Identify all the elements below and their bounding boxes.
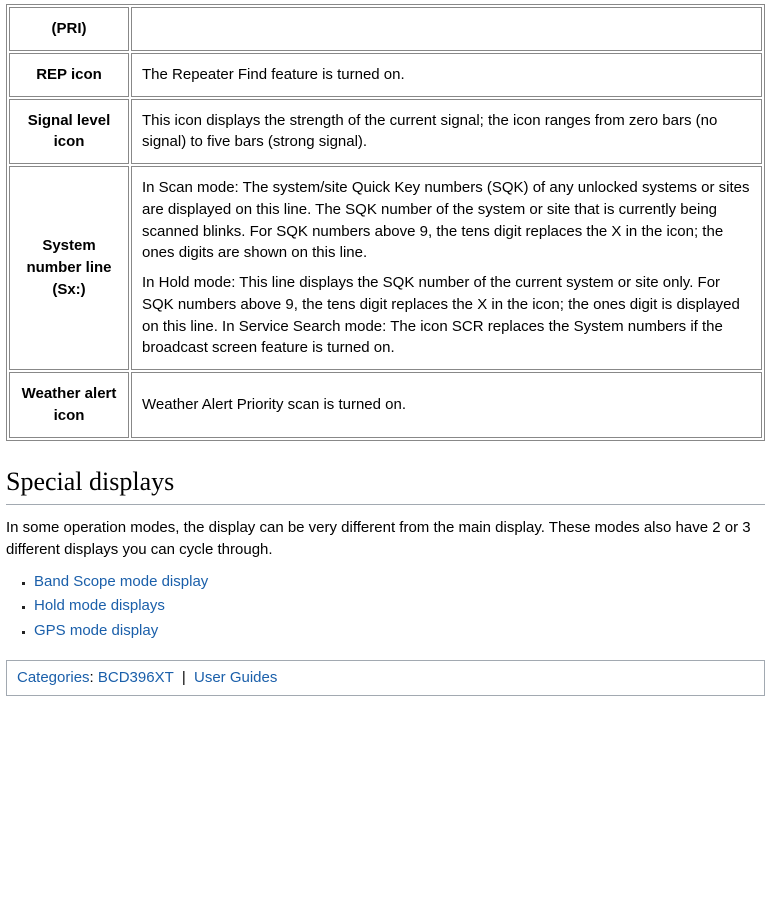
row-desc: Weather Alert Priority scan is turned on… (131, 372, 762, 438)
table-row: Weather alert icon Weather Alert Priorit… (9, 372, 762, 438)
category-link[interactable]: BCD396XT (98, 669, 174, 686)
section-intro: In some operation modes, the display can… (6, 517, 765, 561)
table-row: System number line (Sx:) In Scan mode: T… (9, 166, 762, 370)
table-row: REP icon The Repeater Find feature is tu… (9, 53, 762, 97)
row-desc: In Scan mode: The system/site Quick Key … (131, 166, 762, 370)
table-row: (PRI) (9, 7, 762, 51)
category-separator: | (174, 669, 194, 686)
category-link[interactable]: User Guides (194, 669, 277, 686)
section-heading: Special displays (6, 463, 765, 506)
special-display-link[interactable]: GPS mode display (34, 622, 158, 639)
row-desc: This icon displays the strength of the c… (131, 99, 762, 165)
row-desc: The Repeater Find feature is turned on. (131, 53, 762, 97)
row-desc (131, 7, 762, 51)
row-label: Signal level icon (9, 99, 129, 165)
icon-description-table: (PRI) REP icon The Repeater Find feature… (6, 4, 765, 441)
categories-link[interactable]: Categories (17, 669, 90, 686)
row-label: System number line (Sx:) (9, 166, 129, 370)
row-label: REP icon (9, 53, 129, 97)
special-display-link[interactable]: Band Scope mode display (34, 573, 208, 590)
list-item: Hold mode displays (34, 595, 765, 617)
categories-colon: : (90, 669, 98, 686)
row-label: (PRI) (9, 7, 129, 51)
table-row: Signal level icon This icon displays the… (9, 99, 762, 165)
special-displays-list: Band Scope mode display Hold mode displa… (34, 571, 765, 642)
list-item: Band Scope mode display (34, 571, 765, 593)
special-display-link[interactable]: Hold mode displays (34, 597, 165, 614)
categories-box: Categories: BCD396XT | User Guides (6, 660, 765, 696)
list-item: GPS mode display (34, 620, 765, 642)
row-label: Weather alert icon (9, 372, 129, 438)
